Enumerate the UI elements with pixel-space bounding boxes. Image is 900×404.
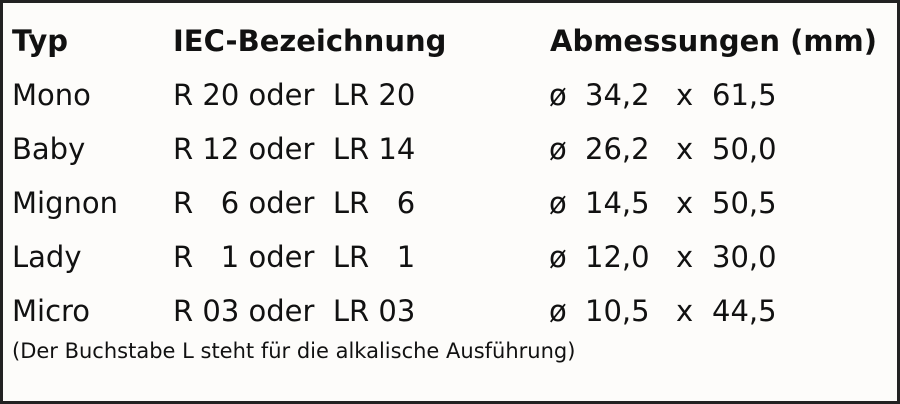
cell-length: 44,5 bbox=[712, 294, 777, 328]
table-row: Lady R 1 oder LR 1 ø 12,0 x 30,0 bbox=[0, 232, 900, 282]
diameter-symbol: ø bbox=[549, 240, 567, 274]
cell-diameter: 14,5 bbox=[585, 186, 650, 220]
cell-length: 50,5 bbox=[712, 186, 777, 220]
cell-iec: R 12 oder LR 14 bbox=[173, 132, 416, 166]
cell-type: Lady bbox=[12, 240, 82, 274]
table-row: Micro R 03 oder LR 03 ø 10,5 x 44,5 bbox=[0, 286, 900, 336]
footnote: (Der Buchstabe L steht für die alkalisch… bbox=[12, 339, 576, 363]
cell-diameter: 26,2 bbox=[585, 132, 650, 166]
cell-diameter: 34,2 bbox=[585, 78, 650, 112]
cell-length: 61,5 bbox=[712, 78, 777, 112]
cell-length: 30,0 bbox=[712, 240, 777, 274]
cell-diameter: 12,0 bbox=[585, 240, 650, 274]
times-symbol: x bbox=[676, 240, 694, 274]
diameter-symbol: ø bbox=[549, 186, 567, 220]
cell-iec: R 6 oder LR 6 bbox=[173, 186, 416, 220]
times-symbol: x bbox=[676, 294, 694, 328]
diameter-symbol: ø bbox=[549, 78, 567, 112]
diameter-symbol: ø bbox=[549, 132, 567, 166]
table-row: Baby R 12 oder LR 14 ø 26,2 x 50,0 bbox=[0, 124, 900, 174]
diameter-symbol: ø bbox=[549, 294, 567, 328]
times-symbol: x bbox=[676, 132, 694, 166]
cell-type: Micro bbox=[12, 294, 91, 328]
table-row: Mono R 20 oder LR 20 ø 34,2 x 61,5 bbox=[0, 70, 900, 120]
cell-iec: R 20 oder LR 20 bbox=[173, 78, 416, 112]
cell-iec: R 03 oder LR 03 bbox=[173, 294, 416, 328]
cell-diameter: 10,5 bbox=[585, 294, 650, 328]
cell-type: Baby bbox=[12, 132, 86, 166]
cell-iec: R 1 oder LR 1 bbox=[173, 240, 416, 274]
table-row: Mignon R 6 oder LR 6 ø 14,5 x 50,5 bbox=[0, 178, 900, 228]
cell-type: Mignon bbox=[12, 186, 118, 220]
times-symbol: x bbox=[676, 78, 694, 112]
cell-length: 50,0 bbox=[712, 132, 777, 166]
cell-type: Mono bbox=[12, 78, 91, 112]
header-iec: IEC-Bezeichnung bbox=[173, 24, 447, 58]
header-type: Typ bbox=[12, 24, 69, 58]
table-header: Typ IEC-Bezeichnung Abmessungen (mm) bbox=[0, 16, 900, 66]
header-dimensions: Abmessungen (mm) bbox=[550, 24, 878, 58]
times-symbol: x bbox=[676, 186, 694, 220]
